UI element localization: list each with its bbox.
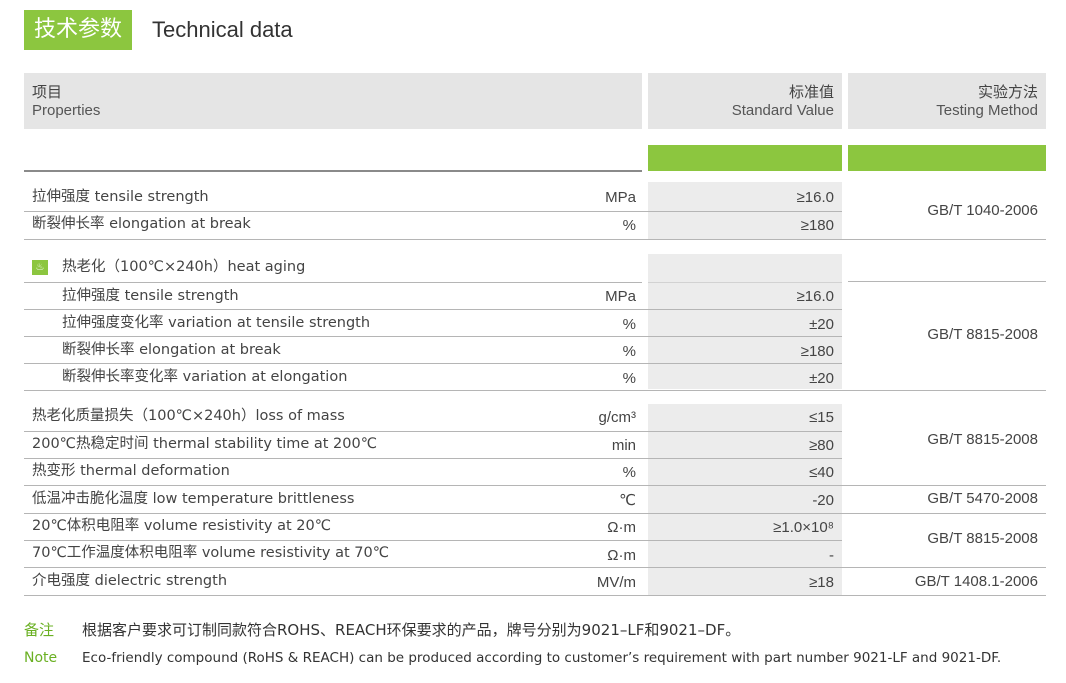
value-bg-block-1 <box>648 182 842 239</box>
header-testing-method: 实验方法 Testing Method <box>848 73 1046 129</box>
row-divider <box>24 282 642 283</box>
row-property: 热变形 thermal deformation <box>32 463 230 479</box>
heat-aging-icon: ♨ <box>32 260 48 275</box>
row-divider <box>24 458 842 459</box>
row-value: ≥16.0 <box>796 189 834 206</box>
value-bg-block-2 <box>648 254 842 389</box>
row-unit: Ω·m <box>607 519 636 536</box>
row-property: 断裂伸长率变化率 variation at elongation <box>62 369 348 385</box>
row-value: ≤15 <box>809 409 834 426</box>
row-property-heading: 热老化（100℃×240h）heat aging <box>62 259 306 275</box>
testing-method: GB/T 1408.1-2006 <box>914 573 1038 590</box>
row-divider <box>24 431 842 432</box>
row-value: ≥1.0×10⁸ <box>773 519 834 536</box>
row-property: 拉伸强度 tensile strength <box>62 288 239 304</box>
header-standard-value-cn: 标准值 <box>788 83 834 101</box>
row-divider <box>24 567 1046 568</box>
row-property: 断裂伸长率 elongation at break <box>32 216 251 232</box>
note-text-cn: 根据客户要求可订制同款符合ROHS、REACH环保要求的产品，牌号分别为9021… <box>82 621 741 639</box>
row-property: 断裂伸长率 elongation at break <box>62 342 281 358</box>
row-unit: % <box>622 343 636 360</box>
testing-method: GB/T 5470-2008 <box>927 490 1038 507</box>
row-value: -20 <box>812 492 834 509</box>
row-divider <box>848 281 1046 282</box>
row-unit: Ω·m <box>607 547 636 564</box>
row-divider <box>24 540 842 541</box>
row-unit: % <box>622 370 636 387</box>
row-divider <box>24 309 842 310</box>
note-text-en: Eco-friendly compound (RoHS & REACH) can… <box>82 650 1002 666</box>
testing-method: GB/T 8815-2008 <box>927 431 1038 448</box>
header-properties-en: Properties <box>32 102 101 119</box>
testing-method: GB/T 8815-2008 <box>927 530 1038 547</box>
header-testing-method-cn: 实验方法 <box>977 83 1038 101</box>
method-column-accent-bar <box>848 145 1046 171</box>
row-value: ≥180 <box>800 217 834 234</box>
row-property: 200℃热稳定时间 thermal stability time at 200℃ <box>32 436 378 452</box>
row-property: 介电强度 dielectric strength <box>32 573 228 589</box>
row-value: ≥80 <box>809 437 834 454</box>
row-unit: ℃ <box>619 492 636 509</box>
row-value: ±20 <box>809 316 834 333</box>
header-properties-cn: 项目 <box>32 83 63 101</box>
note-label-cn: 备注 <box>24 621 55 639</box>
row-divider <box>24 485 1046 486</box>
row-unit: MPa <box>605 189 636 206</box>
title-en: Technical data <box>152 17 293 42</box>
row-value: ±20 <box>809 370 834 387</box>
header-testing-method-en: Testing Method <box>936 102 1038 119</box>
note-label-en: Note <box>24 650 58 666</box>
row-divider <box>24 513 1046 514</box>
header-divider <box>24 170 642 172</box>
row-property: 70℃工作温度体积电阻率 volume resistivity at 70℃ <box>32 545 389 561</box>
row-unit: MPa <box>605 288 636 305</box>
row-unit: min <box>611 437 636 454</box>
title-cn: 技术参数 <box>24 10 133 50</box>
row-value: - <box>829 547 834 564</box>
row-value: ≥18 <box>809 574 834 591</box>
row-divider <box>24 336 842 337</box>
header-standard-value: 标准值 Standard Value <box>648 73 842 129</box>
row-divider <box>24 211 842 212</box>
row-unit: g/cm³ <box>598 409 637 426</box>
row-unit: % <box>622 464 636 481</box>
row-property: 低温冲击脆化温度 low temperature brittleness <box>32 491 355 507</box>
testing-method: GB/T 8815-2008 <box>927 326 1038 343</box>
row-property: 拉伸强度变化率 variation at tensile strength <box>62 315 371 331</box>
row-value: ≥16.0 <box>796 288 834 305</box>
row-value: ≤40 <box>809 464 834 481</box>
row-unit: MV/m <box>596 574 636 591</box>
testing-method: GB/T 1040-2006 <box>927 202 1038 219</box>
row-unit: % <box>622 217 636 234</box>
value-column-accent-bar <box>648 145 842 171</box>
row-value: ≥180 <box>800 343 834 360</box>
row-divider <box>24 363 842 364</box>
header-standard-value-en: Standard Value <box>731 102 834 119</box>
header-properties: 项目 Properties <box>24 73 642 129</box>
row-divider <box>648 282 842 283</box>
row-divider <box>24 390 1046 391</box>
row-divider <box>24 239 1046 240</box>
row-unit: % <box>622 316 636 333</box>
row-property: 20℃体积电阻率 volume resistivity at 20℃ <box>32 518 331 534</box>
value-bg-block-3 <box>648 404 842 595</box>
row-property: 热老化质量损失（100℃×240h）loss of mass <box>32 408 345 424</box>
row-divider <box>24 595 1046 596</box>
row-property: 拉伸强度 tensile strength <box>32 189 209 205</box>
